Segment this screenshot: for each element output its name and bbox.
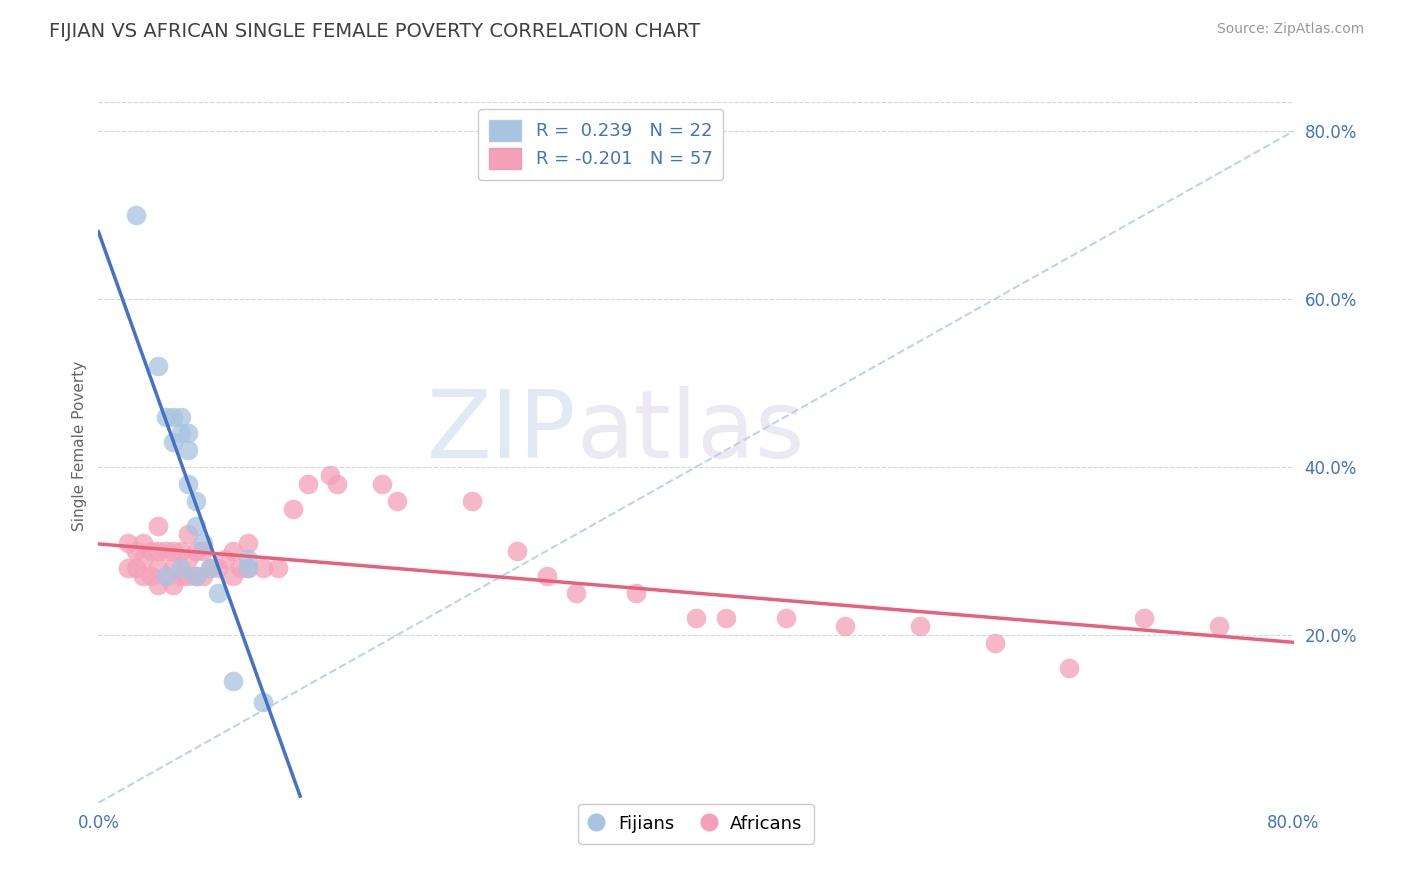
Point bbox=[177, 552, 200, 566]
Point bbox=[132, 569, 155, 583]
Point bbox=[200, 560, 222, 574]
Text: ZIP: ZIP bbox=[427, 385, 576, 478]
Point bbox=[626, 586, 648, 600]
Point bbox=[162, 434, 184, 449]
Point bbox=[177, 426, 200, 441]
Point bbox=[177, 569, 200, 583]
Point bbox=[162, 560, 184, 574]
Point bbox=[191, 544, 214, 558]
Point bbox=[385, 493, 409, 508]
Point bbox=[1208, 619, 1230, 633]
Point bbox=[169, 560, 191, 574]
Point bbox=[148, 544, 170, 558]
Point bbox=[191, 535, 214, 549]
Point bbox=[536, 569, 558, 583]
Point bbox=[184, 544, 207, 558]
Point bbox=[139, 544, 162, 558]
Point bbox=[177, 476, 200, 491]
Point bbox=[565, 586, 588, 600]
Point bbox=[461, 493, 484, 508]
Point bbox=[207, 586, 229, 600]
Point bbox=[714, 611, 737, 625]
Point bbox=[169, 409, 191, 424]
Point bbox=[132, 552, 155, 566]
Point bbox=[117, 535, 139, 549]
Point bbox=[169, 426, 191, 441]
Point bbox=[169, 569, 191, 583]
Point bbox=[148, 577, 170, 591]
Point bbox=[184, 569, 207, 583]
Point bbox=[148, 560, 170, 574]
Point bbox=[155, 569, 177, 583]
Point bbox=[169, 544, 191, 558]
Text: FIJIAN VS AFRICAN SINGLE FEMALE POVERTY CORRELATION CHART: FIJIAN VS AFRICAN SINGLE FEMALE POVERTY … bbox=[49, 22, 700, 41]
Point bbox=[177, 443, 200, 458]
Point bbox=[267, 560, 290, 574]
Point bbox=[775, 611, 797, 625]
Point bbox=[139, 569, 162, 583]
Point bbox=[319, 468, 342, 483]
Point bbox=[155, 544, 177, 558]
Point bbox=[162, 577, 184, 591]
Point bbox=[1059, 661, 1081, 675]
Point bbox=[229, 560, 252, 574]
Y-axis label: Single Female Poverty: Single Female Poverty bbox=[72, 361, 87, 531]
Text: Source: ZipAtlas.com: Source: ZipAtlas.com bbox=[1216, 22, 1364, 37]
Text: atlas: atlas bbox=[576, 385, 804, 478]
Point bbox=[252, 695, 274, 709]
Point bbox=[297, 476, 319, 491]
Point bbox=[155, 569, 177, 583]
Point bbox=[236, 535, 259, 549]
Point bbox=[148, 359, 170, 374]
Point bbox=[685, 611, 707, 625]
Point bbox=[222, 544, 245, 558]
Point bbox=[222, 674, 245, 689]
Point bbox=[191, 569, 214, 583]
Point bbox=[207, 560, 229, 574]
Point bbox=[326, 476, 349, 491]
Point bbox=[236, 552, 259, 566]
Point bbox=[132, 535, 155, 549]
Point bbox=[506, 544, 529, 558]
Point bbox=[908, 619, 931, 633]
Point bbox=[214, 552, 236, 566]
Point bbox=[252, 560, 274, 574]
Legend: Fijians, Africans: Fijians, Africans bbox=[578, 804, 814, 844]
Point bbox=[371, 476, 394, 491]
Point bbox=[222, 569, 245, 583]
Point bbox=[162, 409, 184, 424]
Point bbox=[984, 636, 1007, 650]
Point bbox=[236, 560, 259, 574]
Point bbox=[1133, 611, 1156, 625]
Point bbox=[177, 527, 200, 541]
Point bbox=[184, 493, 207, 508]
Point bbox=[200, 560, 222, 574]
Point bbox=[236, 560, 259, 574]
Point bbox=[148, 518, 170, 533]
Point bbox=[184, 569, 207, 583]
Point bbox=[184, 518, 207, 533]
Point bbox=[155, 409, 177, 424]
Point bbox=[125, 544, 148, 558]
Point bbox=[281, 502, 304, 516]
Point bbox=[117, 560, 139, 574]
Point bbox=[125, 560, 148, 574]
Point bbox=[162, 544, 184, 558]
Point bbox=[834, 619, 856, 633]
Point bbox=[125, 208, 148, 222]
